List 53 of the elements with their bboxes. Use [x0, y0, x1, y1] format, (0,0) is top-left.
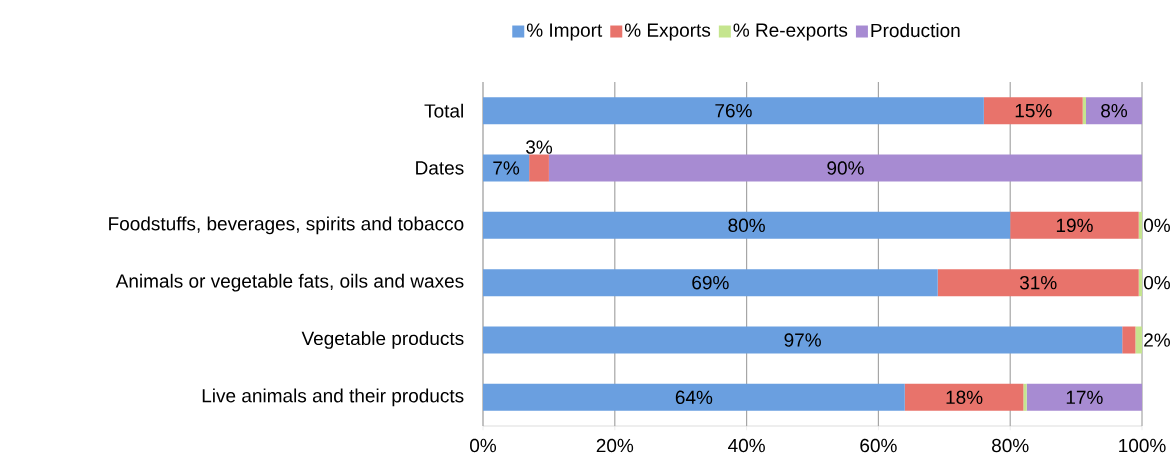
bar — [548, 154, 1143, 182]
bar — [483, 383, 905, 411]
bar — [483, 269, 938, 297]
data-label: 15% — [1015, 103, 1052, 118]
bar — [483, 97, 984, 125]
bar — [1023, 383, 1027, 411]
data-label: 97% — [784, 333, 821, 347]
bar — [483, 326, 1123, 354]
y-tick-label: Total — [424, 103, 463, 118]
bar — [904, 383, 1024, 411]
data-label: 80% — [728, 218, 765, 233]
data-label: 19% — [1056, 218, 1093, 233]
data-label: 3% — [526, 140, 553, 154]
bar — [1138, 269, 1143, 297]
bar — [1082, 97, 1086, 125]
bar — [937, 269, 1139, 297]
bar — [1135, 326, 1143, 354]
legend-label: % Exports — [624, 23, 711, 41]
y-tick-label: Live animals and their products — [202, 388, 464, 407]
bar — [1085, 97, 1143, 125]
data-label: 7% — [493, 161, 520, 175]
x-tick-label: 0% — [470, 438, 497, 453]
data-label: 64% — [675, 390, 713, 405]
x-tick-label: 80% — [992, 438, 1029, 453]
legend-label: % Import — [526, 23, 603, 41]
legend-label: Production — [871, 23, 960, 38]
x-tick-label: 20% — [596, 438, 634, 453]
x-tick-label: 40% — [728, 438, 765, 453]
data-label: 90% — [827, 161, 864, 175]
x-tick-label: 100% — [1119, 438, 1166, 453]
bar — [1138, 211, 1143, 239]
bar — [1122, 326, 1136, 354]
bar — [529, 154, 549, 182]
data-label: 31% — [1019, 275, 1057, 290]
legend-label: % Re-exports — [733, 23, 848, 41]
y-tick-label: Vegetable products — [301, 331, 464, 349]
bar — [1010, 211, 1139, 239]
data-label: 69% — [692, 275, 729, 290]
bar — [483, 154, 530, 182]
bar — [483, 211, 1011, 239]
data-label: 17% — [1066, 390, 1103, 404]
y-tick-label: Dates — [416, 161, 464, 175]
y-tick-label: Foodstuffs, beverages, spirits and tobacco — [109, 216, 464, 235]
bar — [983, 97, 1083, 125]
y-tick-label: Animals or vegetable fats, oils and waxes — [115, 273, 464, 292]
data-label: 8% — [1101, 103, 1128, 118]
data-label: 76% — [715, 103, 752, 118]
data-label: 0% — [1143, 275, 1170, 290]
x-tick-label: 60% — [860, 438, 897, 453]
bar — [1026, 383, 1143, 411]
data-label: 0% — [1143, 218, 1170, 233]
data-label: 18% — [946, 390, 983, 405]
data-label: 2% — [1144, 333, 1170, 347]
